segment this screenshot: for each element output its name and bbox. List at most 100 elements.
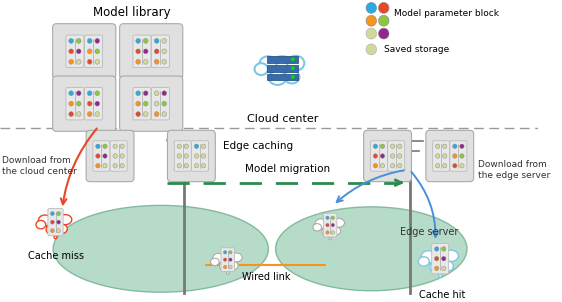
Circle shape [460, 154, 464, 158]
Circle shape [87, 38, 92, 43]
FancyBboxPatch shape [221, 248, 234, 271]
Circle shape [224, 258, 226, 261]
FancyBboxPatch shape [93, 141, 110, 171]
Ellipse shape [331, 227, 341, 235]
Ellipse shape [430, 262, 443, 273]
Circle shape [87, 59, 92, 64]
Circle shape [95, 101, 99, 106]
Circle shape [120, 154, 124, 158]
Circle shape [397, 144, 402, 149]
Circle shape [366, 2, 377, 13]
Circle shape [177, 144, 182, 149]
FancyBboxPatch shape [267, 74, 298, 80]
Circle shape [143, 101, 148, 106]
Ellipse shape [53, 205, 269, 292]
FancyBboxPatch shape [432, 243, 448, 274]
Circle shape [229, 251, 232, 254]
Circle shape [162, 38, 166, 43]
Circle shape [155, 49, 159, 54]
Circle shape [95, 38, 99, 43]
FancyBboxPatch shape [133, 87, 151, 120]
Circle shape [442, 144, 447, 149]
Circle shape [452, 144, 457, 149]
Circle shape [95, 91, 99, 96]
Circle shape [391, 154, 395, 158]
Circle shape [103, 144, 107, 149]
Circle shape [76, 38, 81, 43]
Ellipse shape [259, 56, 277, 72]
Circle shape [136, 49, 140, 54]
Circle shape [95, 112, 99, 117]
Circle shape [291, 57, 294, 61]
Circle shape [373, 154, 378, 158]
FancyBboxPatch shape [192, 141, 209, 171]
Circle shape [162, 101, 166, 106]
Circle shape [194, 163, 198, 168]
Text: Edge caching: Edge caching [223, 141, 293, 151]
Circle shape [331, 216, 334, 220]
Circle shape [51, 220, 55, 224]
Text: Download from
the cloud center: Download from the cloud center [2, 156, 76, 175]
Circle shape [436, 144, 440, 149]
FancyBboxPatch shape [167, 130, 215, 182]
Circle shape [76, 101, 81, 106]
Circle shape [434, 256, 439, 261]
Ellipse shape [421, 251, 436, 263]
Circle shape [378, 28, 389, 39]
Text: Model migration: Model migration [244, 164, 330, 174]
Ellipse shape [333, 218, 345, 227]
Circle shape [136, 112, 140, 117]
Circle shape [380, 163, 384, 168]
Ellipse shape [442, 261, 454, 271]
FancyBboxPatch shape [48, 209, 63, 236]
Circle shape [53, 231, 57, 235]
FancyBboxPatch shape [426, 130, 474, 182]
Circle shape [87, 91, 92, 96]
Circle shape [452, 163, 457, 168]
FancyBboxPatch shape [66, 87, 84, 120]
Circle shape [373, 144, 378, 149]
Circle shape [326, 231, 329, 234]
Circle shape [143, 38, 148, 43]
Circle shape [113, 144, 117, 149]
Circle shape [87, 101, 92, 106]
Circle shape [103, 154, 107, 158]
Circle shape [201, 144, 206, 149]
FancyBboxPatch shape [151, 87, 170, 120]
Ellipse shape [230, 253, 242, 262]
Circle shape [226, 272, 229, 274]
Circle shape [397, 154, 402, 158]
Ellipse shape [269, 56, 296, 78]
Circle shape [155, 38, 159, 43]
Ellipse shape [46, 225, 58, 235]
Circle shape [380, 144, 384, 149]
Circle shape [442, 247, 446, 251]
Circle shape [184, 154, 188, 158]
FancyBboxPatch shape [110, 141, 127, 171]
Circle shape [326, 216, 329, 220]
FancyBboxPatch shape [151, 35, 170, 68]
FancyBboxPatch shape [53, 76, 116, 131]
Circle shape [378, 15, 389, 26]
Ellipse shape [315, 219, 327, 228]
Circle shape [366, 44, 377, 55]
FancyBboxPatch shape [433, 141, 450, 171]
Circle shape [380, 154, 384, 158]
Circle shape [391, 163, 395, 168]
Circle shape [87, 112, 92, 117]
Circle shape [434, 266, 439, 271]
Ellipse shape [38, 215, 52, 226]
Circle shape [113, 163, 117, 168]
Circle shape [229, 265, 232, 269]
Ellipse shape [284, 71, 300, 83]
Circle shape [155, 101, 159, 106]
Circle shape [96, 154, 100, 158]
FancyBboxPatch shape [364, 130, 411, 182]
Circle shape [460, 144, 464, 149]
Text: Cache hit: Cache hit [419, 290, 465, 300]
Ellipse shape [229, 262, 238, 270]
Circle shape [177, 154, 182, 158]
Circle shape [326, 223, 329, 227]
Text: Wired link: Wired link [242, 271, 291, 281]
Circle shape [366, 28, 377, 39]
